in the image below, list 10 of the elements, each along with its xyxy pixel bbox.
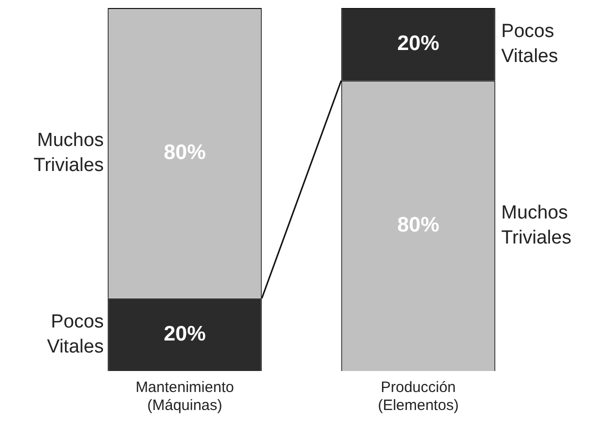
x-tick-label: Mantenimiento (Máquinas) xyxy=(136,379,234,414)
data-label: 80% xyxy=(397,214,440,237)
data-label: 20% xyxy=(397,32,440,56)
annotation: Muchos Triviales xyxy=(501,202,572,249)
annotation: Pocos Vitales xyxy=(47,311,104,358)
data-label: 20% xyxy=(164,322,206,346)
data-label: 80% xyxy=(164,140,206,164)
x-tick-label: Producción (Elementos) xyxy=(378,379,459,414)
annotation: Muchos Triviales xyxy=(34,130,104,176)
annotation: Pocos Vitales xyxy=(501,21,558,68)
